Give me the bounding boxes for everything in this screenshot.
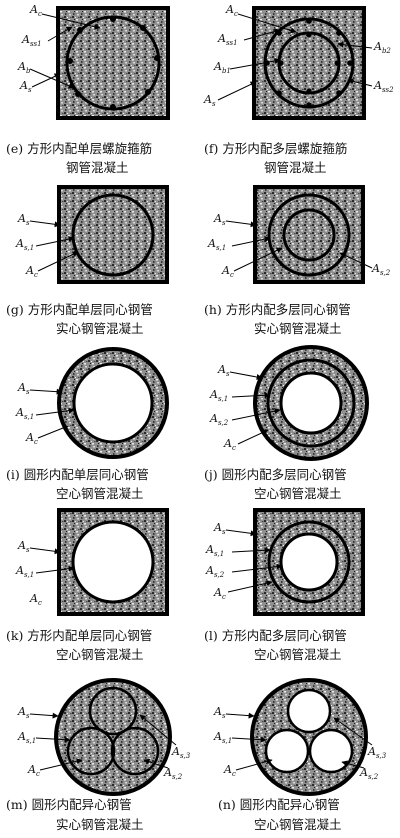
label-e-ass1: Ass1 [21,33,42,48]
panel-n: As As,1 Ac As,3 As,2 (n) 圆形内配异心钢管 空心钢管混凝… [213,678,387,832]
label-f-ab1: Ab1 [213,60,231,75]
caption-n-line2: 空心钢管混凝土 [254,817,342,832]
label-l-as2: As,2 [205,564,225,579]
label-g-as: As [17,212,30,227]
panel-i: As As,1 Ac (i) 圆形内配单层同心钢管 空心钢管混凝土 [6,347,169,501]
caption-f-line1: (f) 方形内配多层螺旋箍筋 [204,141,347,156]
label-j-as1: As,1 [209,388,228,403]
label-f-ab2: Ab2 [373,40,391,55]
caption-e-line1: (e) 方形内配单层螺旋箍筋 [6,141,152,156]
caption-j-line2: 空心钢管混凝土 [254,486,342,501]
label-m-as2: As,2 [163,766,183,781]
label-e-as: As [19,79,32,94]
panel-k: As As,1 Ac (k) 方形内配单层同心钢管 空心钢管混凝土 [6,508,169,662]
label-e-ab: Ab [17,60,31,75]
panel-f: Ac Ass1 Ab1 As Ab2 Ass2 (f) 方形内配多层螺旋箍筋 钢… [203,3,394,175]
label-k-as1: As,1 [15,564,34,579]
label-n-as2: As,2 [359,766,379,781]
caption-g-line1: (g) 方形内配单层同心钢管 [6,302,153,317]
label-h-as2: As,2 [371,262,391,277]
caption-k-line2: 空心钢管混凝土 [56,647,144,662]
caption-h-line2: 实心钢管混凝土 [254,321,342,336]
label-h-as: As [213,212,226,227]
label-m-ac: Ac [27,763,40,778]
label-i-as1: As,1 [15,406,34,421]
caption-e-line2: 钢管混凝土 [66,160,129,175]
label-f-as: As [203,93,216,108]
caption-j-line1: (j) 圆形内配多层同心钢管 [204,467,347,482]
panel-m: As As,1 Ac As,3 As,2 (m) 圆形内配异心钢管 实心钢管混凝… [6,678,191,832]
caption-n-line1: (n) 圆形内配异心钢管 [218,797,340,812]
caption-i-line2: 空心钢管混凝土 [56,486,144,501]
panel-e: Ac Ass1 Ab As (e) 方形内配单层螺旋箍筋 钢管混凝土 [6,3,170,175]
label-n-as3: As,3 [367,745,387,760]
label-f-ac: Ac [225,3,238,18]
panel-h: As As,1 Ac As,2 (h) 方形内配多层同心钢管 实心钢管混凝土 [204,185,391,336]
caption-h-line1: (h) 方形内配多层同心钢管 [204,302,351,317]
caption-f-line2: 钢管混凝土 [264,160,327,175]
panel-j: As As,1 As,2 Ac (j) 圆形内配多层同心钢管 空心钢管混凝土 [204,345,369,501]
label-e-ac: Ac [29,3,42,18]
label-l-ac: Ac [213,586,226,601]
caption-m-line2: 实心钢管混凝土 [56,817,144,832]
label-i-ac: Ac [25,431,38,446]
caption-k-line1: (k) 方形内配单层同心钢管 [6,628,152,643]
label-n-as1: As,1 [213,730,232,745]
label-l-as: As [213,521,226,536]
label-k-as: As [17,539,30,554]
label-f-ass2: Ass2 [373,79,394,94]
label-f-ass1: Ass1 [217,32,238,47]
label-m-as3: As,3 [171,745,191,760]
caption-l-line2: 空心钢管混凝土 [254,647,342,662]
label-n-ac: Ac [223,763,236,778]
panel-l: As As,1 As,2 Ac (l) 方形内配多层同心钢管 空心钢管混凝土 [204,508,365,662]
label-j-as: As [217,363,230,378]
caption-g-line2: 实心钢管混凝土 [56,321,144,336]
label-m-as1: As,1 [17,730,36,745]
label-g-ac: Ac [25,264,38,279]
label-j-ac: Ac [223,437,236,452]
panel-g: As As,1 Ac (g) 方形内配单层同心钢管 实心钢管混凝土 [6,185,169,336]
label-m-as: As [17,705,30,720]
label-i-as: As [17,381,30,396]
label-g-as1: As,1 [15,237,34,252]
label-l-as1: As,1 [205,543,224,558]
caption-m-line1: (m) 圆形内配异心钢管 [6,797,132,812]
label-j-as2: As,2 [209,412,229,427]
label-k-ac: Ac [29,592,42,607]
caption-l-line1: (l) 方形内配多层同心钢管 [204,628,347,643]
label-h-ac: Ac [221,264,234,279]
label-n-as: As [213,705,226,720]
label-h-as1: As,1 [207,237,226,252]
caption-i-line1: (i) 圆形内配单层同心钢管 [6,467,149,482]
